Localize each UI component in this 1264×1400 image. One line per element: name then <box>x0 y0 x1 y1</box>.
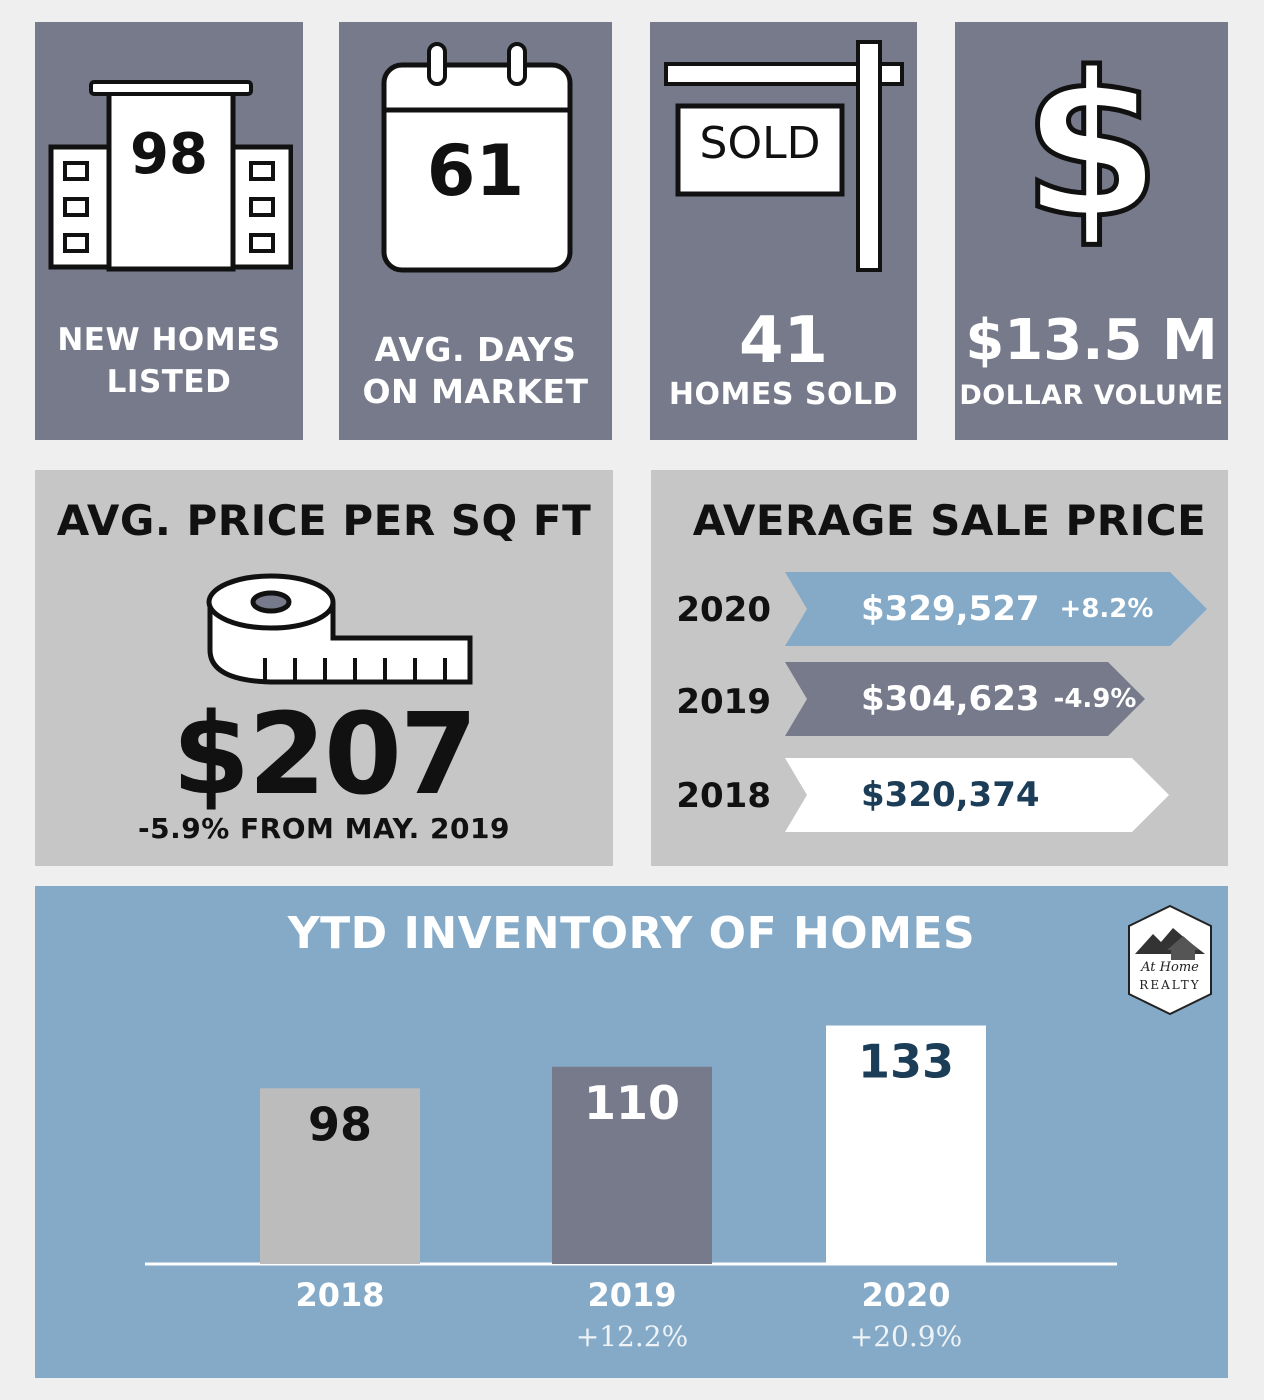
inventory-bar-chart: 98 2018 110 2019 +12.2% 133 2020 +20.9% <box>145 1025 1117 1353</box>
sale-price-arrow-2019: $304,623 -4.9% <box>785 662 1145 736</box>
new-homes-tile: 98 NEW HOMES LISTED <box>35 22 303 440</box>
sale-price-2020: $329,527 <box>861 589 1040 629</box>
dollar-volume-label: DOLLAR VOLUME <box>959 380 1224 411</box>
bar-value-2019: 110 <box>584 1076 680 1130</box>
days-on-market-label-2: ON MARKET <box>362 372 589 411</box>
realty-logo: At Home REALTY <box>1127 904 1213 1016</box>
calendar-icon <box>381 42 573 273</box>
days-on-market-tile: 61 AVG. DAYS ON MARKET <box>339 22 612 440</box>
year-label-2020: 2020 <box>676 590 771 630</box>
price-sqft-change: -5.9% FROM MAY. 2019 <box>138 812 510 845</box>
sold-sign-icon <box>664 40 904 272</box>
inventory-panel: YTD INVENTORY OF HOMES At Home REALTY 98… <box>35 886 1228 1378</box>
tape-measure-icon <box>206 573 473 685</box>
inventory-title: YTD INVENTORY OF HOMES <box>287 908 976 959</box>
sale-price-arrow-2020: $329,527 +8.2% <box>785 572 1207 646</box>
year-label-2018: 2018 <box>676 776 771 816</box>
bar-2020 <box>826 1025 986 1264</box>
days-on-market-label-1: AVG. DAYS <box>374 330 577 369</box>
avg-sale-price-title: AVERAGE SALE PRICE <box>692 496 1207 545</box>
logo-line-2: REALTY <box>1139 978 1201 992</box>
price-sqft-title: AVG. PRICE PER SQ FT <box>56 496 592 545</box>
mountain-house-icon <box>1128 904 1212 1016</box>
dollar-volume-value: $13.5 M <box>965 308 1218 373</box>
change-label-2019: +12.2% <box>576 1320 688 1353</box>
bar-2019 <box>552 1066 712 1264</box>
price-sqft-value: $207 <box>172 690 478 820</box>
homes-sold-label: HOMES SOLD <box>668 377 899 412</box>
change-label-2020: +20.9% <box>850 1320 962 1353</box>
new-homes-label-1: NEW HOMES <box>57 322 281 358</box>
sold-sign-text: SOLD <box>699 118 821 169</box>
sale-change-2020: +8.2% <box>1059 594 1154 624</box>
price-sqft-panel: AVG. PRICE PER SQ FT $207 -5.9% FROM MAY… <box>35 470 613 866</box>
logo-line-1: At Home <box>1141 960 1199 975</box>
buildings-icon <box>48 80 293 272</box>
days-on-market-value: 61 <box>426 130 525 212</box>
year-label-2019: 2019 <box>676 682 771 722</box>
homes-sold-value: 41 <box>738 304 829 378</box>
category-label-2020: 2020 <box>861 1276 950 1314</box>
new-homes-value: 98 <box>130 122 208 187</box>
bar-value-2018: 98 <box>308 1097 372 1151</box>
dollar-volume-tile: $ $13.5 M DOLLAR VOLUME <box>955 22 1228 440</box>
bar-2018 <box>260 1088 420 1264</box>
sale-price-2018: $320,374 <box>861 775 1040 815</box>
sale-change-2019: -4.9% <box>1053 684 1137 714</box>
avg-sale-price-panel: AVERAGE SALE PRICE 2020 $329,527 +8.2% 2… <box>651 470 1228 866</box>
sale-price-2019: $304,623 <box>861 679 1040 719</box>
homes-sold-tile: SOLD 41 HOMES SOLD <box>650 22 917 440</box>
category-label-2018: 2018 <box>295 1276 384 1314</box>
bar-value-2020: 133 <box>858 1035 954 1089</box>
dollar-icon: $ <box>1019 30 1163 263</box>
new-homes-label-2: LISTED <box>106 364 232 400</box>
sale-price-arrow-2018: $320,374 <box>785 758 1169 832</box>
category-label-2019: 2019 <box>587 1276 676 1314</box>
